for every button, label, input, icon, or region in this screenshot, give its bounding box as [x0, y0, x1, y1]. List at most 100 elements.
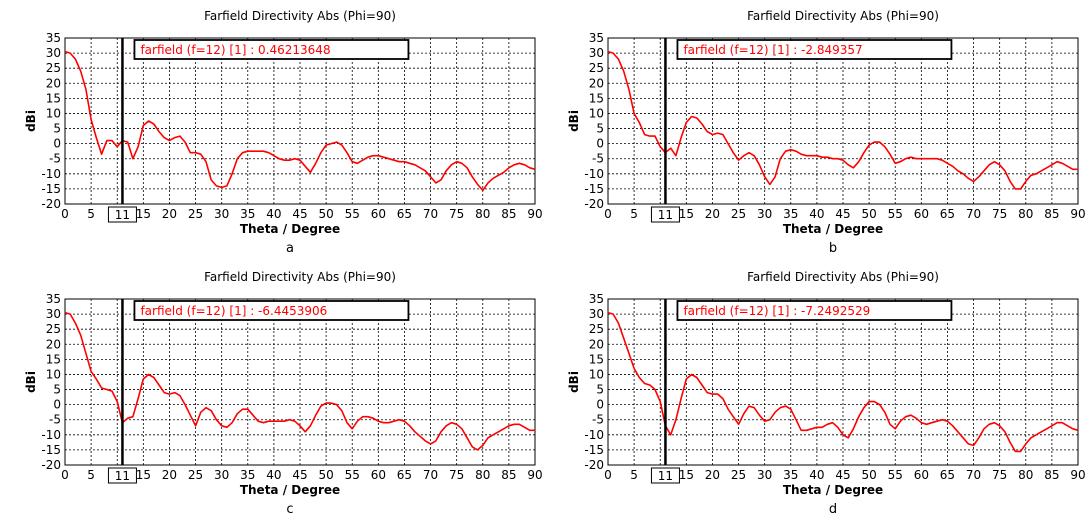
marker-value-label: 11	[115, 208, 130, 222]
marker-value-label: 11	[115, 469, 130, 483]
x-tick-label: 90	[527, 468, 542, 482]
y-tick-label: 15	[589, 352, 604, 366]
x-tick-label: 55	[888, 468, 903, 482]
x-axis-label: Theta / Degree	[240, 222, 340, 236]
x-tick-label: 80	[1018, 207, 1033, 221]
x-tick-label: 35	[240, 207, 255, 221]
x-tick-label: 85	[1044, 468, 1059, 482]
x-tick-label: 35	[783, 468, 798, 482]
y-axis-label: dBi	[24, 371, 38, 393]
grid	[608, 38, 1078, 204]
directivity-curve	[607, 50, 1078, 190]
x-tick-label: 35	[783, 207, 798, 221]
x-tick-label: 90	[527, 207, 542, 221]
chart-title: Farfield Directivity Abs (Phi=90)	[747, 9, 939, 23]
y-tick-label: 5	[596, 122, 604, 136]
y-axis-label: dBi	[567, 110, 581, 132]
x-tick-label: 15	[679, 468, 694, 482]
panel-caption: a	[286, 241, 294, 256]
x-tick-label: 5	[87, 207, 95, 221]
y-tick-label: 30	[589, 46, 604, 60]
y-tick-label: 20	[46, 337, 61, 351]
y-tick-label: 5	[596, 383, 604, 397]
chart-title: Farfield Directivity Abs (Phi=90)	[747, 270, 939, 284]
x-tick-label: 45	[835, 468, 850, 482]
y-tick-label: 15	[589, 91, 604, 105]
chart-title: Farfield Directivity Abs (Phi=90)	[204, 270, 396, 284]
marker-value-label: 11	[658, 469, 673, 483]
y-tick-label: -5	[592, 152, 604, 166]
x-tick-label: 45	[292, 207, 307, 221]
x-tick-label: 55	[345, 207, 360, 221]
x-tick-label: 75	[449, 207, 464, 221]
annotation-box	[133, 300, 410, 321]
marker-value-box	[107, 206, 137, 223]
x-tick-label: 65	[397, 207, 412, 221]
directivity-curve	[607, 311, 1079, 453]
y-tick-label: 25	[46, 322, 61, 336]
y-tick-label: -10	[584, 428, 604, 442]
y-tick-label: 35	[589, 31, 604, 45]
y-tick-label: 25	[589, 61, 604, 75]
panel-caption: b	[829, 241, 837, 256]
x-tick-label: 40	[266, 207, 281, 221]
marker-value-box	[107, 467, 137, 484]
y-tick-label: 15	[46, 352, 61, 366]
x-tick-label: 25	[188, 468, 203, 482]
chart-title: Farfield Directivity Abs (Phi=90)	[204, 9, 396, 23]
plot-frame	[64, 298, 536, 466]
y-tick-label: -5	[49, 152, 61, 166]
y-tick-label: 20	[589, 76, 604, 90]
x-tick-label: 65	[397, 468, 412, 482]
x-tick-label: 60	[371, 468, 386, 482]
x-tick-label: 30	[214, 468, 229, 482]
plot-frame	[607, 37, 1079, 205]
x-tick-label: 15	[136, 207, 151, 221]
x-tick-label: 15	[679, 207, 694, 221]
x-tick-label: 70	[966, 207, 981, 221]
annotation-text: farfield (f=12) [1] : -2.849357	[683, 43, 862, 57]
x-tick-label: 40	[266, 468, 281, 482]
y-tick-label: 30	[589, 307, 604, 321]
x-tick-label: 85	[501, 207, 516, 221]
x-tick-label: 70	[423, 207, 438, 221]
y-tick-label: -10	[41, 167, 61, 181]
y-tick-label: 5	[53, 383, 61, 397]
x-tick-label: 20	[705, 207, 720, 221]
y-tick-label: 10	[46, 367, 61, 381]
y-tick-label: -5	[49, 413, 61, 427]
plot-frame	[607, 298, 1079, 466]
annotation-box	[133, 39, 410, 60]
y-tick-label: 20	[46, 76, 61, 90]
x-tick-label: 40	[809, 207, 824, 221]
y-tick-label: 35	[46, 31, 61, 45]
x-tick-label: 80	[475, 207, 490, 221]
x-axis-label: Theta / Degree	[783, 483, 883, 497]
x-tick-label: 50	[861, 468, 876, 482]
annotation-box	[676, 300, 953, 321]
x-tick-label: 35	[240, 468, 255, 482]
x-tick-label: 0	[604, 468, 612, 482]
x-tick-label: 60	[914, 468, 929, 482]
y-tick-label: 10	[46, 106, 61, 120]
chart-svg-b: Farfield Directivity Abs (Phi=90)3530252…	[567, 9, 1086, 256]
y-tick-label: 5	[53, 122, 61, 136]
x-tick-label: 5	[630, 207, 638, 221]
x-tick-label: 55	[888, 207, 903, 221]
x-tick-label: 20	[705, 468, 720, 482]
grid	[65, 38, 535, 204]
x-tick-label: 15	[136, 468, 151, 482]
y-tick-label: -15	[41, 443, 61, 457]
x-tick-label: 30	[214, 207, 229, 221]
chart-panel-c: Farfield Directivity Abs (Phi=90) 35 30 25 2…	[0, 261, 543, 521]
y-tick-label: 25	[589, 322, 604, 336]
y-axis-label: dBi	[567, 371, 581, 393]
y-tick-label: 0	[596, 137, 604, 151]
x-tick-label: 30	[757, 207, 772, 221]
x-tick-label: 65	[940, 207, 955, 221]
x-tick-label: 80	[1018, 468, 1033, 482]
chart-panel-d: Farfield Directivity Abs (Phi=90) 35 30 25 2…	[543, 261, 1086, 521]
y-tick-label: -20	[584, 197, 604, 211]
y-tick-label: -5	[592, 413, 604, 427]
x-tick-label: 75	[992, 207, 1007, 221]
